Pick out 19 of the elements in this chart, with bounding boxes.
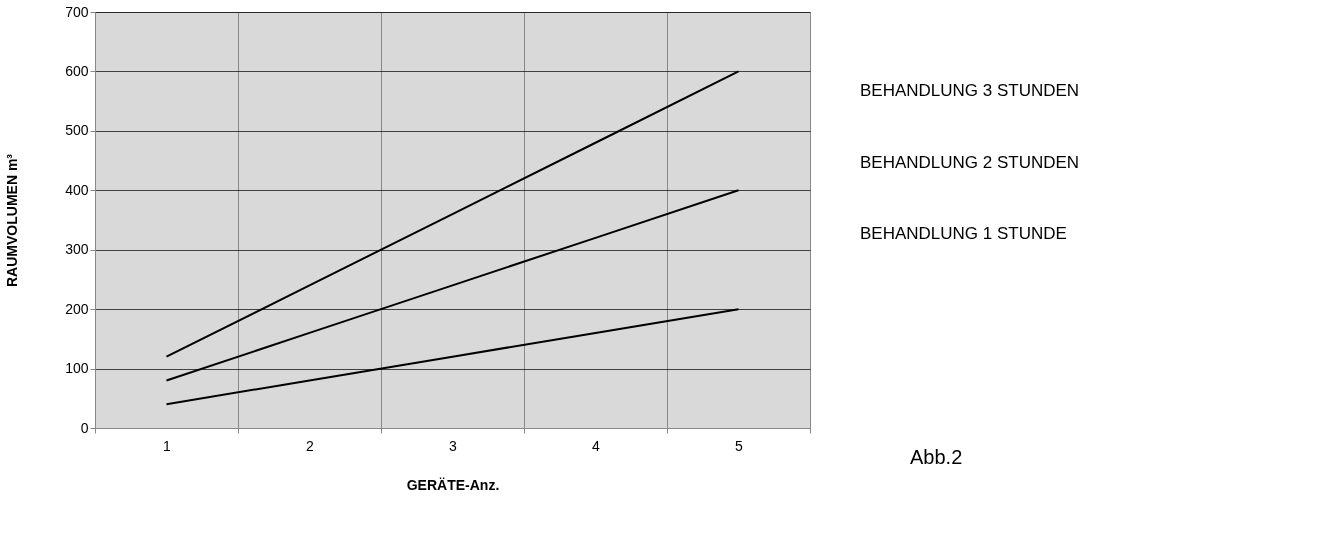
x-tick-label: 3 — [449, 437, 458, 454]
caption: Abb.2 — [910, 446, 963, 468]
text: BEHANDLUNG 2 STUNDEN — [860, 152, 1080, 172]
text: BEHANDLUNG 3 STUNDEN — [860, 81, 1080, 101]
x-tick-label: 2 — [306, 437, 315, 454]
y-tick-label: 300 — [65, 241, 89, 258]
y-tick-label: 400 — [65, 181, 89, 198]
y-tick-label: 200 — [65, 300, 89, 317]
x-tick-label: 4 — [592, 437, 601, 454]
text: BEHANDLUNG 1 STUNDE — [860, 224, 1067, 244]
y-tick-label: 100 — [65, 360, 89, 377]
x-tick-label: 5 — [735, 437, 744, 454]
x-axis-title: GERÄTE-Anz. — [406, 476, 500, 493]
y-tick-label: 0 — [80, 419, 89, 436]
x-tick-label: 1 — [163, 437, 172, 454]
y-tick-label: 500 — [65, 122, 89, 139]
y-axis-title: RAUMVOLUMEN m³ — [4, 153, 21, 287]
y-tick-label: 700 — [65, 3, 89, 20]
y-tick-label: 600 — [65, 62, 89, 79]
